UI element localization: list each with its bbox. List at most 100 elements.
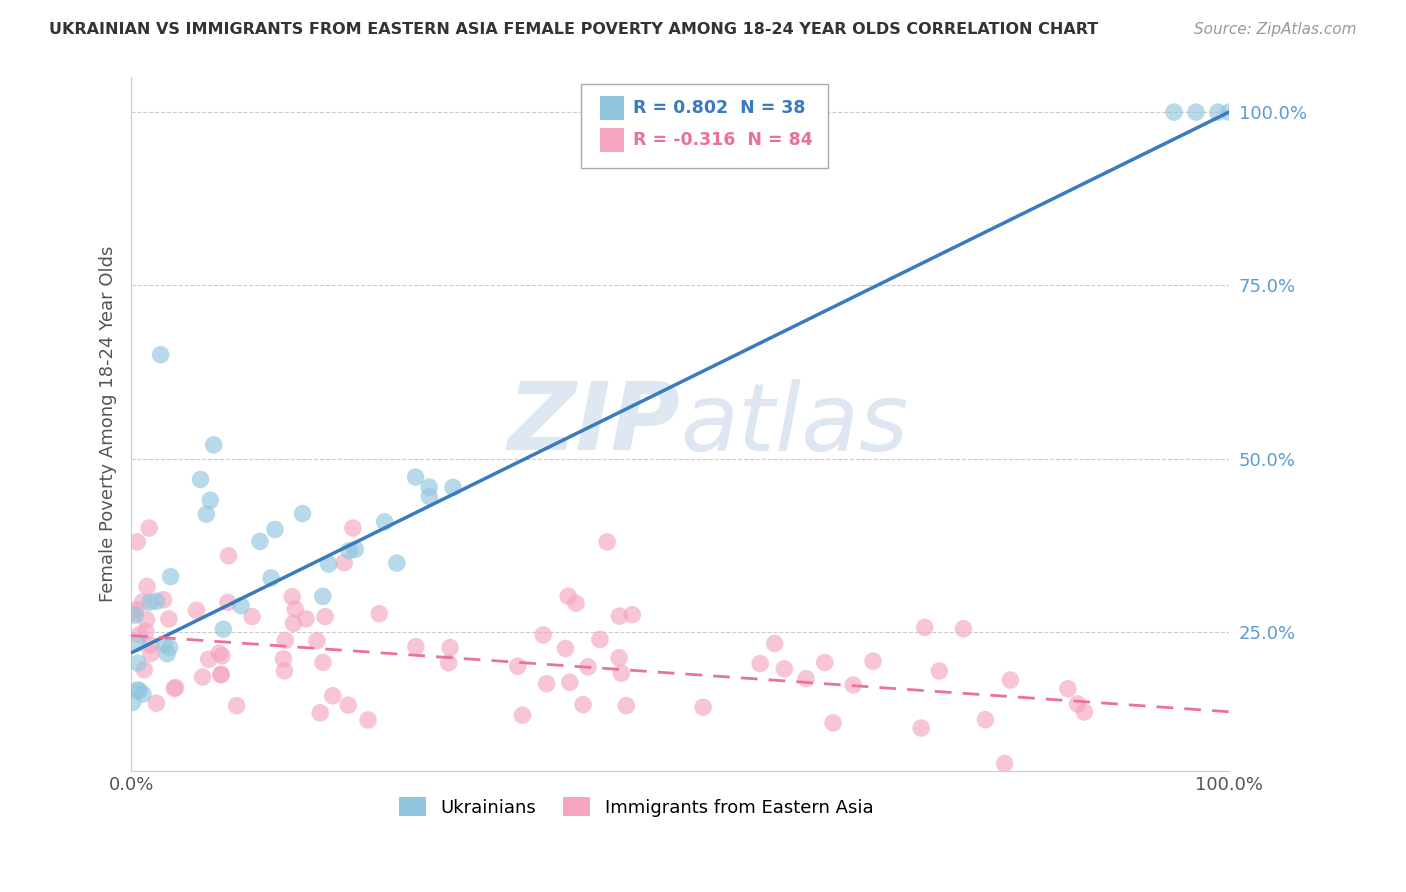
Immigrants from Eastern Asia (993, 756, 1015, 771)
Ukrainians (318, 557, 340, 571)
Immigrants from Eastern Asia (283, 616, 305, 631)
Immigrants from Eastern Asia (342, 521, 364, 535)
Text: R = 0.802  N = 38: R = 0.802 N = 38 (633, 99, 806, 117)
Immigrants from Eastern Asia (295, 612, 318, 626)
Immigrants from Eastern Asia (191, 670, 214, 684)
Ukrainians (202, 438, 225, 452)
Immigrants from Eastern Asia (1000, 673, 1022, 687)
Immigrants from Eastern Asia (439, 640, 461, 655)
Ukrainians (312, 590, 335, 604)
Immigrants from Eastern Asia (127, 535, 149, 549)
Text: R = -0.316  N = 84: R = -0.316 N = 84 (633, 131, 813, 149)
Ukrainians (159, 569, 181, 583)
Immigrants from Eastern Asia (554, 641, 576, 656)
Immigrants from Eastern Asia (914, 620, 936, 634)
Immigrants from Eastern Asia (218, 549, 240, 563)
Ukrainians (374, 515, 396, 529)
Text: UKRAINIAN VS IMMIGRANTS FROM EASTERN ASIA FEMALE POVERTY AMONG 18-24 YEAR OLDS C: UKRAINIAN VS IMMIGRANTS FROM EASTERN ASI… (49, 22, 1098, 37)
Immigrants from Eastern Asia (333, 556, 356, 570)
Ukrainians (190, 473, 212, 487)
Legend: Ukrainians, Immigrants from Eastern Asia: Ukrainians, Immigrants from Eastern Asia (392, 790, 880, 824)
Ukrainians (149, 348, 172, 362)
Ukrainians (337, 543, 360, 558)
Immigrants from Eastern Asia (273, 664, 295, 678)
Immigrants from Eastern Asia (576, 660, 599, 674)
Immigrants from Eastern Asia (128, 628, 150, 642)
FancyBboxPatch shape (581, 85, 828, 168)
Immigrants from Eastern Asia (322, 689, 344, 703)
Immigrants from Eastern Asia (506, 659, 529, 673)
Immigrants from Eastern Asia (209, 667, 232, 681)
Ukrainians (124, 608, 146, 623)
Immigrants from Eastern Asia (763, 636, 786, 650)
Ukrainians (291, 507, 314, 521)
Immigrants from Eastern Asia (197, 652, 219, 666)
Ukrainians (132, 687, 155, 701)
Ukrainians (418, 490, 440, 504)
Ukrainians (195, 507, 218, 521)
Ukrainians (145, 594, 167, 608)
Immigrants from Eastern Asia (910, 721, 932, 735)
Immigrants from Eastern Asia (163, 681, 186, 696)
Immigrants from Eastern Asia (862, 654, 884, 668)
Ukrainians (229, 599, 252, 613)
Immigrants from Eastern Asia (145, 696, 167, 710)
Immigrants from Eastern Asia (794, 672, 817, 686)
Immigrants from Eastern Asia (596, 535, 619, 549)
Immigrants from Eastern Asia (136, 579, 159, 593)
Immigrants from Eastern Asia (821, 715, 844, 730)
Text: Source: ZipAtlas.com: Source: ZipAtlas.com (1194, 22, 1357, 37)
Ukrainians (153, 637, 176, 651)
Immigrants from Eastern Asia (1066, 697, 1088, 711)
Immigrants from Eastern Asia (842, 678, 865, 692)
Immigrants from Eastern Asia (135, 624, 157, 639)
Immigrants from Eastern Asia (928, 664, 950, 678)
Immigrants from Eastern Asia (135, 613, 157, 627)
Ukrainians (127, 656, 149, 670)
Immigrants from Eastern Asia (139, 638, 162, 652)
Immigrants from Eastern Asia (208, 646, 231, 660)
Immigrants from Eastern Asia (558, 675, 581, 690)
Immigrants from Eastern Asia (139, 647, 162, 661)
Ukrainians (121, 696, 143, 710)
Immigrants from Eastern Asia (952, 622, 974, 636)
Ukrainians (156, 647, 179, 661)
Y-axis label: Female Poverty Among 18-24 Year Olds: Female Poverty Among 18-24 Year Olds (100, 246, 117, 602)
Ukrainians (441, 480, 464, 494)
Immigrants from Eastern Asia (437, 656, 460, 670)
Ukrainians (405, 470, 427, 484)
Immigrants from Eastern Asia (217, 595, 239, 609)
Ukrainians (249, 534, 271, 549)
Immigrants from Eastern Asia (138, 521, 160, 535)
Ukrainians (385, 556, 408, 570)
Ukrainians (159, 640, 181, 655)
Immigrants from Eastern Asia (309, 706, 332, 720)
Immigrants from Eastern Asia (1057, 681, 1080, 696)
Immigrants from Eastern Asia (368, 607, 391, 621)
Immigrants from Eastern Asia (312, 656, 335, 670)
Immigrants from Eastern Asia (614, 698, 637, 713)
Immigrants from Eastern Asia (186, 603, 208, 617)
Immigrants from Eastern Asia (240, 609, 263, 624)
Immigrants from Eastern Asia (773, 662, 796, 676)
Immigrants from Eastern Asia (814, 656, 837, 670)
Immigrants from Eastern Asia (974, 713, 997, 727)
Ukrainians (127, 636, 149, 650)
Ukrainians (1206, 105, 1229, 120)
Immigrants from Eastern Asia (405, 640, 427, 654)
Immigrants from Eastern Asia (536, 677, 558, 691)
Immigrants from Eastern Asia (165, 681, 187, 695)
Ukrainians (260, 571, 283, 585)
Immigrants from Eastern Asia (131, 595, 153, 609)
Ukrainians (1218, 105, 1240, 120)
Ukrainians (344, 542, 367, 557)
Ukrainians (139, 595, 162, 609)
Immigrants from Eastern Asia (157, 612, 180, 626)
Ukrainians (1185, 105, 1208, 120)
Immigrants from Eastern Asia (610, 666, 633, 681)
Immigrants from Eastern Asia (305, 633, 328, 648)
Immigrants from Eastern Asia (589, 632, 612, 647)
Immigrants from Eastern Asia (211, 648, 233, 663)
Ukrainians (212, 622, 235, 636)
Immigrants from Eastern Asia (557, 589, 579, 603)
